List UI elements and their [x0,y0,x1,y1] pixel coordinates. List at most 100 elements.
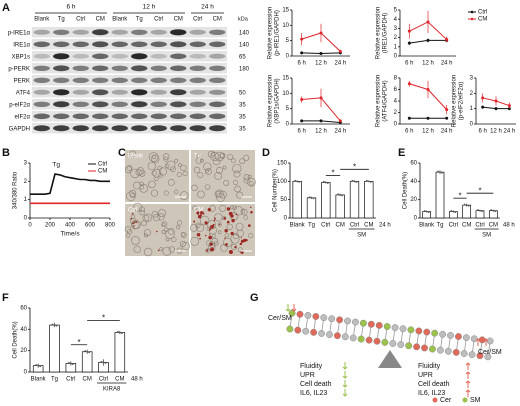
cell [203,162,212,171]
blot-band [72,113,89,120]
blot-band [33,65,50,72]
x-tick-label: Ctrl [321,223,330,229]
stain [130,218,133,220]
blot-band [33,89,50,95]
cell [148,152,159,162]
stain [234,246,237,249]
cell [179,191,189,201]
lipid-head [333,332,341,340]
arrow [291,304,297,312]
blot-band [131,113,148,120]
stain [248,224,251,227]
replicate [310,196,313,199]
cell [126,191,136,201]
point [481,96,485,100]
replicate [298,181,301,183]
blot-band [92,101,109,108]
y-axis-label: Cell Death(%) [403,172,409,209]
lipid-head [349,334,357,342]
stain [135,221,138,223]
micrograph-label: Blank [128,154,144,160]
stain [209,233,211,235]
panel-letter: B [2,147,10,159]
replicate [490,209,493,211]
x-tick-label: Ctrl [350,223,359,229]
point [319,119,323,123]
y-axis-label: Relative expression [376,7,382,59]
bar [81,351,93,373]
point [407,82,411,86]
cell [151,170,157,176]
point [507,104,511,108]
cell [130,214,136,219]
lipid-head [407,326,415,334]
blot-band [72,89,89,95]
stain [193,220,196,223]
cell [180,232,186,237]
y-tick-label: 0 [394,122,398,128]
replicate [494,210,497,213]
lipid-head [310,328,318,336]
replicate [479,209,481,212]
lipid-head [383,323,391,330]
y-tick-label: 10 [282,91,289,97]
cell [135,168,143,176]
stain [208,228,212,231]
blot-lane: CM [174,17,183,23]
sig-label: * [77,338,80,347]
stain [231,218,235,223]
sig-label: * [102,314,105,323]
point [445,108,449,112]
bar [321,182,331,219]
lipid-head [413,343,421,351]
lipid-head [391,324,399,332]
stain [156,230,158,233]
time-label: 48 h [503,223,515,229]
arrow [342,380,348,388]
lipid-tail [464,340,467,351]
blot-band [131,41,148,48]
x-tick-label: 12 h [490,129,502,135]
cell [176,172,182,178]
cell [130,168,140,179]
cell [131,219,141,229]
y-axis-label: Cell Number(%) [273,169,279,212]
blot-strip [32,75,227,86]
cell [167,178,175,186]
blot-band [150,41,167,48]
bar [49,324,60,373]
blot-band [72,41,89,48]
blot-row-label: eIF2α [15,115,31,121]
lipid-head [365,336,373,344]
x-tick-label: 24 h [441,129,453,135]
lipid-head [304,311,312,319]
y-tick-label: 0 [470,122,474,128]
y-axis-label: Relative expression [452,75,458,127]
lipid-tail [384,329,388,340]
cell [152,213,161,222]
lipid-head [431,329,439,337]
lipid-tail [480,342,483,353]
blot-band [72,29,89,35]
replicate [465,204,468,207]
y-tick-label: 40 [20,327,27,333]
replicate [71,363,74,365]
lipid-head [421,344,428,352]
cell [205,169,209,173]
y-tick-label: 2 [24,179,28,185]
cell [216,166,223,174]
blot-band [189,41,206,48]
cell [142,214,150,222]
blot-band [189,101,206,108]
lipid-tail [313,319,316,330]
lipid-head [286,325,294,333]
stain [207,207,212,212]
stain [225,243,228,246]
replicate [35,364,38,366]
stain [212,223,215,226]
y-axis-label: (IRE1/GAPDH) [383,13,389,53]
blot-band [150,125,167,132]
y-tick-label: 10 [282,23,289,29]
replicate [439,171,441,174]
cell [124,165,132,174]
